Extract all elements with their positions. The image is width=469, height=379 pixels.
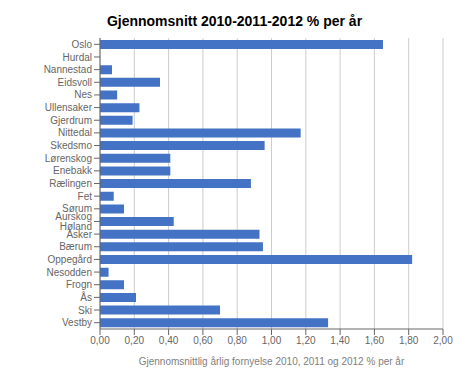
svg-text:0,20: 0,20	[125, 335, 145, 346]
svg-text:1,00: 1,00	[262, 335, 282, 346]
svg-text:Lørenskog: Lørenskog	[45, 153, 92, 164]
svg-text:Asker: Asker	[66, 229, 92, 240]
svg-text:Bærum: Bærum	[59, 241, 92, 252]
svg-text:1,40: 1,40	[330, 335, 350, 346]
svg-text:0,80: 0,80	[227, 335, 247, 346]
svg-text:Enebakk: Enebakk	[53, 165, 93, 176]
svg-text:Hurdal: Hurdal	[63, 52, 92, 63]
svg-text:1,80: 1,80	[399, 335, 419, 346]
svg-text:Oslo: Oslo	[71, 39, 92, 50]
svg-text:Fet: Fet	[78, 191, 93, 202]
svg-text:Nes: Nes	[74, 89, 92, 100]
svg-text:Nannestad: Nannestad	[44, 64, 92, 75]
svg-text:0,60: 0,60	[193, 335, 213, 346]
svg-text:Ski: Ski	[78, 305, 92, 316]
svg-text:Gjerdrum: Gjerdrum	[50, 115, 92, 126]
svg-text:Ås: Ås	[80, 291, 92, 303]
svg-text:2,00: 2,00	[433, 335, 453, 346]
svg-text:0,40: 0,40	[159, 335, 179, 346]
svg-text:Oppegård: Oppegård	[48, 254, 92, 265]
svg-text:Rælingen: Rælingen	[49, 178, 92, 189]
svg-text:Nesodden: Nesodden	[46, 267, 92, 278]
svg-text:Skedsmo: Skedsmo	[50, 140, 92, 151]
svg-text:Nittedal: Nittedal	[58, 127, 92, 138]
svg-text:Gjennomsnittlig årlig fornyels: Gjennomsnittlig årlig fornyelse 2010, 20…	[139, 356, 405, 367]
svg-text:0,00: 0,00	[90, 335, 110, 346]
svg-text:Eidsvoll: Eidsvoll	[58, 77, 92, 88]
svg-text:Frogn: Frogn	[66, 279, 92, 290]
svg-text:1,20: 1,20	[296, 335, 316, 346]
svg-text:Vestby: Vestby	[62, 317, 92, 328]
svg-text:1,60: 1,60	[365, 335, 385, 346]
svg-text:Ullensaker: Ullensaker	[45, 102, 93, 113]
